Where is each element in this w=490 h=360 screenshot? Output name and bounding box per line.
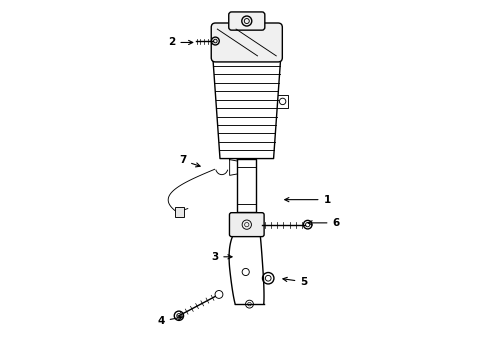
FancyBboxPatch shape [229,213,264,237]
FancyBboxPatch shape [211,23,282,62]
Text: 4: 4 [157,316,182,326]
Text: 5: 5 [283,277,308,287]
Text: 2: 2 [168,37,193,48]
Text: 3: 3 [211,252,232,262]
FancyBboxPatch shape [229,12,265,30]
FancyBboxPatch shape [174,207,184,217]
Text: 1: 1 [285,195,331,204]
Text: 7: 7 [179,156,200,167]
Text: 6: 6 [308,218,340,228]
